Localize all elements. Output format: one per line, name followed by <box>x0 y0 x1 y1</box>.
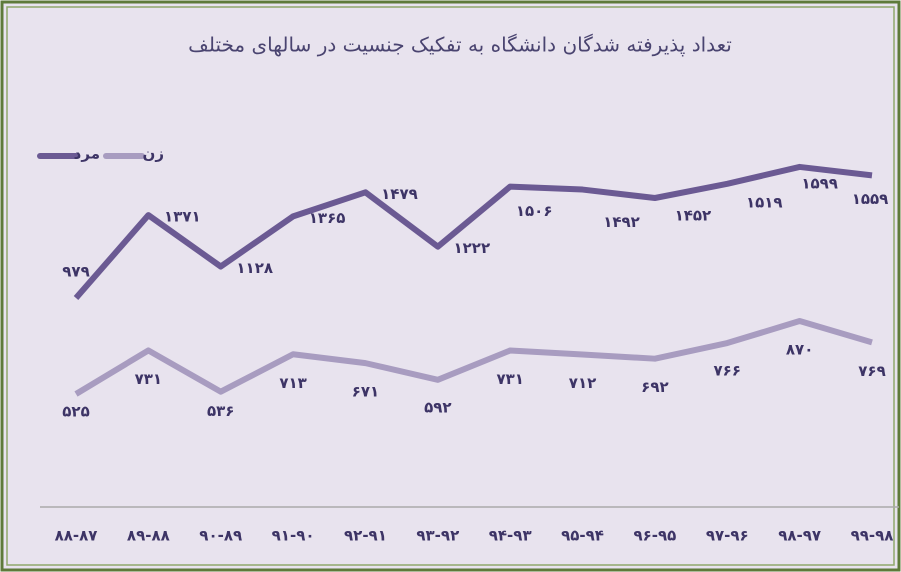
data-label: ۱۴۹۲ <box>603 213 640 231</box>
x-tick-label: ۹۶-۹۵ <box>633 527 676 545</box>
data-label: ۷۶۹ <box>858 362 885 380</box>
x-tick-label: ۹۰-۸۹ <box>199 527 242 545</box>
data-label: ۶۷۱ <box>352 383 379 401</box>
x-tick-label: ۹۲-۹۱ <box>344 527 387 545</box>
data-label: ۱۳۶۵ <box>309 209 346 227</box>
data-label: ۷۶۶ <box>714 362 741 380</box>
x-tick-label: ۹۳-۹۲ <box>416 527 459 545</box>
data-label: ۱۵۵۹ <box>852 190 889 208</box>
chart-title: تعداد پذیرفته شدگان دانشگاه به تفکیک جنس… <box>188 33 732 58</box>
x-tick-label: ۹۹-۹۸ <box>851 527 894 545</box>
legend-label: زن <box>143 145 164 163</box>
x-tick-label: ۹۸-۹۷ <box>778 527 821 545</box>
data-label: ۱۵۱۹ <box>746 193 783 211</box>
x-tick-label: ۸۸-۸۷ <box>55 527 98 545</box>
series-line <box>73 163 873 300</box>
legend-label: مرد <box>74 145 100 163</box>
x-tick-label: ۹۱-۹۰ <box>272 527 315 545</box>
data-label: ۸۷۰ <box>786 341 813 359</box>
x-tick-label: ۹۷-۹۶ <box>706 527 749 545</box>
data-label: ۱۳۷۱ <box>164 208 201 226</box>
data-label: ۷۱۳ <box>279 374 306 392</box>
data-label: ۷۱۲ <box>569 374 596 392</box>
data-label: ۱۵۹۹ <box>801 174 838 192</box>
data-label: ۱۱۲۸ <box>236 259 273 277</box>
data-label: ۶۹۲ <box>641 378 668 396</box>
data-label: ۱۴۵۲ <box>675 207 712 225</box>
data-label: ۷۳۱ <box>496 370 523 388</box>
series-line <box>74 318 873 397</box>
x-tick-label: ۹۵-۹۴ <box>561 527 604 545</box>
data-label: ۵۹۲ <box>424 398 451 416</box>
data-label: ۵۳۶ <box>207 402 234 420</box>
data-label: ۱۴۷۹ <box>381 185 418 203</box>
data-label: ۱۲۲۲ <box>454 239 491 257</box>
x-tick-label: ۹۴-۹۳ <box>489 527 532 545</box>
data-label: ۵۲۵ <box>62 403 89 421</box>
data-label: ۹۷۹ <box>62 263 89 281</box>
x-tick-label: ۸۹-۸۸ <box>127 527 170 545</box>
data-label: ۱۵۰۶ <box>516 202 553 220</box>
data-label: ۷۳۱ <box>135 370 162 388</box>
frame-inner <box>6 6 895 566</box>
